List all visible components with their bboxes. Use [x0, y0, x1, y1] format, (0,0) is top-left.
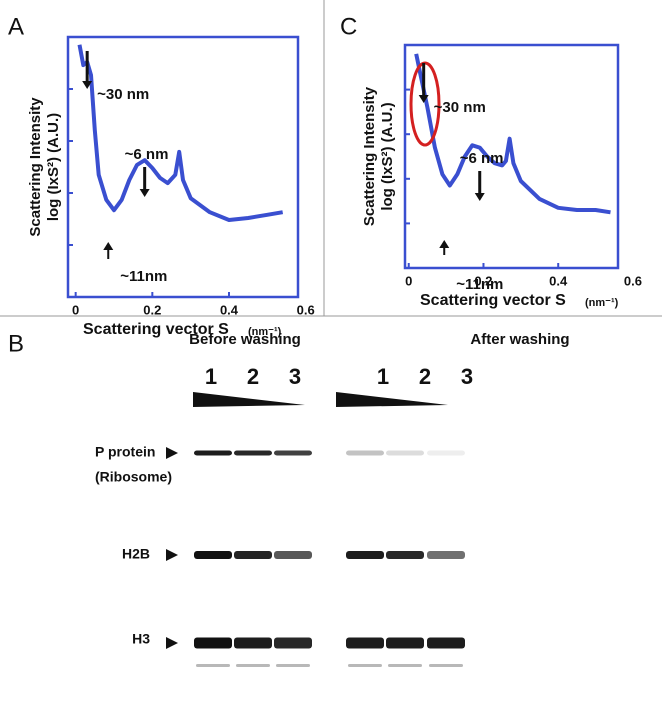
x-tick-label: 0.2: [143, 302, 161, 317]
band: [274, 551, 312, 559]
x-tick-label: 0.4: [220, 302, 239, 317]
wedge: [336, 392, 448, 407]
row-arrow: [166, 549, 178, 561]
row-label: H3: [132, 631, 150, 647]
band: [274, 637, 312, 649]
lane-number: 1: [377, 364, 389, 389]
band: [427, 450, 465, 456]
y-axis-label: Scattering Intensity: [361, 86, 378, 226]
plot-frame: [66, 35, 300, 299]
band: [194, 637, 232, 649]
band-faint: [196, 664, 230, 667]
arrow-head: [82, 81, 93, 89]
row-label: P protein: [95, 444, 155, 460]
x-axis-label: Scattering vector S: [420, 292, 566, 309]
lane-number: 2: [247, 364, 259, 389]
band: [427, 637, 465, 649]
band: [234, 551, 272, 559]
x-axis-unit: (nm⁻¹): [248, 326, 282, 338]
lane-number: 3: [461, 364, 473, 389]
x-axis-label: Scattering vector S: [83, 321, 229, 338]
lane-number: 1: [205, 364, 217, 389]
row-arrow: [166, 447, 178, 459]
band: [234, 450, 272, 456]
arrow-head: [139, 189, 150, 197]
x-tick-label: 0.4: [549, 273, 568, 288]
band: [427, 551, 465, 559]
x-tick-label: 0.6: [297, 302, 315, 317]
panel-label: A: [8, 13, 24, 40]
band-faint: [348, 664, 382, 667]
data-line: [77, 44, 284, 222]
arrow-head: [474, 193, 485, 201]
data-line: [414, 53, 611, 215]
band-faint: [276, 664, 310, 667]
panel-label: B: [8, 330, 24, 357]
arrow-head: [439, 240, 450, 248]
annotation: ~11nm: [456, 276, 503, 293]
band: [346, 551, 384, 559]
group-label: After washing: [470, 331, 569, 348]
row-label: H2B: [122, 546, 150, 562]
lane-number: 3: [289, 364, 301, 389]
band: [194, 450, 232, 456]
band: [386, 637, 424, 649]
panel-label: C: [340, 13, 357, 40]
annotation: ~30 nm: [434, 99, 486, 116]
y-axis-label: log (IxS²) (A.U.): [379, 102, 396, 210]
band-faint: [429, 664, 463, 667]
band: [274, 450, 312, 456]
band-faint: [388, 664, 422, 667]
x-tick-label: 0.2: [474, 273, 492, 288]
band: [234, 637, 272, 649]
band: [346, 637, 384, 649]
band: [346, 450, 384, 456]
x-tick-label: 0.6: [624, 273, 642, 288]
annotation: ~30 nm: [97, 86, 149, 103]
annotation: ~6 nm: [125, 146, 169, 163]
arrow-head: [418, 95, 429, 103]
band-faint: [236, 664, 270, 667]
row-arrow: [166, 637, 178, 649]
x-tick-label: 0: [72, 302, 79, 317]
row-label: (Ribosome): [95, 469, 172, 485]
wedge: [193, 392, 305, 407]
group-label: Before washing: [189, 331, 301, 348]
annotation: ~6 nm: [460, 150, 504, 167]
y-axis-label: log (IxS²) (A.U.): [45, 113, 62, 221]
plot-frame: [403, 43, 620, 270]
x-tick-label: 0: [405, 273, 412, 288]
band: [386, 450, 424, 456]
y-axis-label: Scattering Intensity: [27, 97, 44, 237]
band: [194, 551, 232, 559]
x-axis-unit: (nm⁻¹): [585, 297, 619, 309]
arrow-head: [103, 242, 114, 250]
lane-number: 2: [419, 364, 431, 389]
annotation: ~11nm: [120, 268, 167, 285]
band: [386, 551, 424, 559]
